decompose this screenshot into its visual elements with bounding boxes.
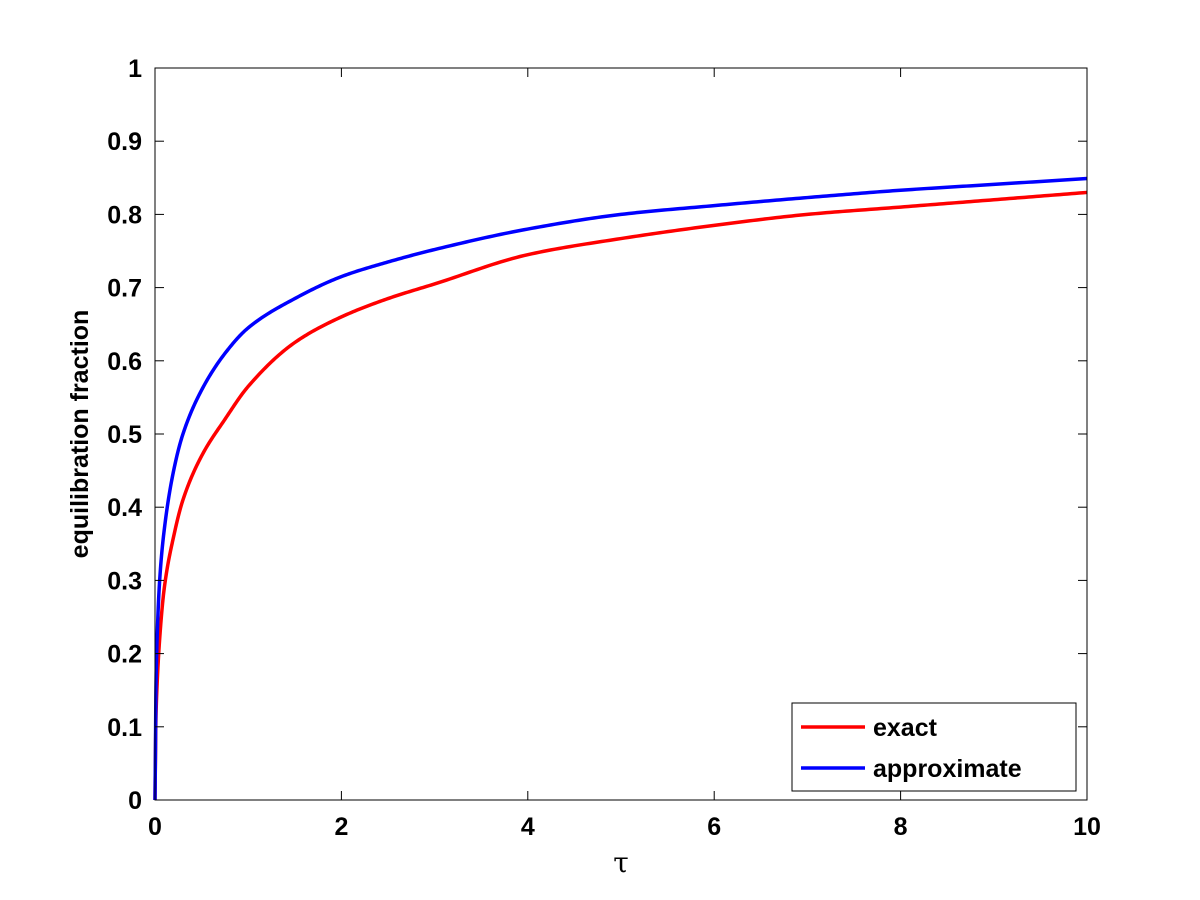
x-tick-label: 10 [1073, 813, 1101, 841]
y-tick-label: 0.8 [107, 201, 142, 229]
x-tick-label: 4 [521, 813, 535, 841]
tick-labels-layer: 0 2 4 6 8 10 0 0.1 0.2 0.3 0.4 0.5 0.6 0.7 0.8 0.9 1 [107, 55, 1101, 841]
x-tick-label: 0 [148, 813, 162, 841]
legend: exact approximate [791, 702, 1077, 792]
legend-label-exact: exact [873, 714, 938, 742]
x-axis-label: τ [613, 846, 629, 879]
y-tick-label: 1 [128, 55, 142, 83]
legend-label-approximate: approximate [873, 755, 1022, 783]
plot-frame [154, 67, 1088, 801]
plot-area [155, 68, 1087, 800]
x-tick-label: 8 [894, 813, 908, 841]
y-tick-label: 0 [128, 787, 142, 815]
y-tick-label: 0.6 [107, 348, 142, 376]
x-tick-label: 2 [334, 813, 348, 841]
y-tick-label: 0.5 [107, 421, 142, 449]
y-tick-label: 0.1 [107, 714, 142, 742]
series-layer [153, 176, 1088, 801]
legend-box [791, 702, 1077, 792]
y-tick-label: 0.9 [107, 128, 142, 156]
y-tick-label: 0.2 [107, 641, 142, 669]
y-axis-label: equilibration fraction [66, 310, 94, 559]
y-tick-label: 0.7 [107, 275, 142, 303]
series-line-approximate [153, 176, 1088, 801]
y-tick-label: 0.4 [107, 494, 142, 522]
series-line-exact [153, 190, 1088, 801]
x-tick-label: 6 [707, 813, 721, 841]
y-tick-label: 0.3 [107, 567, 142, 595]
